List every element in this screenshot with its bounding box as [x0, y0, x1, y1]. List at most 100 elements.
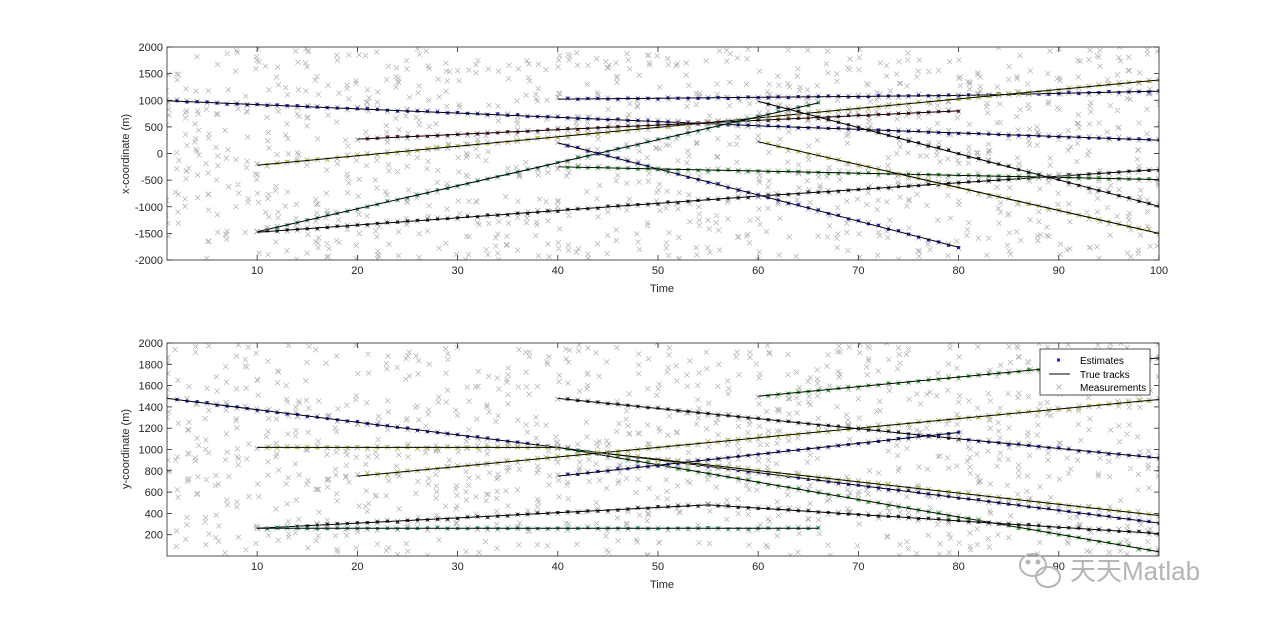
bottom-estimate-point	[756, 507, 760, 511]
top-estimate-point	[917, 100, 920, 104]
top-estimate-point	[907, 175, 910, 179]
bottom-estimate-point	[285, 412, 289, 416]
bottom-estimate-point	[836, 512, 840, 516]
top-estimate-point	[786, 114, 790, 118]
top-estimate-point	[516, 130, 520, 134]
bottom-estimate-point	[646, 457, 650, 461]
bottom-ytick-label: 600	[145, 487, 163, 499]
top-estimate-point	[1097, 176, 1101, 180]
top-estimate-point	[726, 97, 730, 100]
bottom-estimate-point	[907, 506, 910, 510]
bottom-estimate-point	[325, 522, 329, 526]
bottom-estimate-point	[726, 438, 730, 442]
bottom-estimate-point	[816, 526, 820, 530]
top-estimate-point	[836, 126, 840, 130]
top-xtick-label: 50	[652, 265, 664, 277]
bottom-estimate-point	[897, 437, 900, 440]
legend-estimates-label: Estimates	[1080, 356, 1124, 367]
bottom-estimate-point	[716, 413, 720, 417]
bottom-estimate-point	[836, 424, 840, 428]
bottom-axes: y-coordinate (m) Time 10 20 30 40 50 60 70 80 90…	[120, 338, 1160, 591]
bottom-estimate-point	[1047, 409, 1051, 412]
top-estimate-point	[656, 202, 660, 206]
bottom-estimate-point	[205, 401, 209, 405]
top-estimate-point	[706, 197, 710, 201]
top-estimate-point	[947, 148, 951, 152]
bottom-estimate-point	[1107, 514, 1111, 518]
top-estimate-point	[616, 156, 620, 160]
top-estimate-point	[225, 102, 229, 106]
top-estimate-point	[756, 114, 760, 118]
top-estimate-point	[666, 136, 670, 140]
bottom-estimate-point	[486, 515, 490, 519]
top-estimate-point	[1127, 196, 1131, 200]
top-estimate-point	[1157, 169, 1159, 172]
bottom-xtick-label: 10	[251, 561, 263, 573]
top-ylabel: x-coordinate (m)	[120, 114, 132, 194]
bottom-estimate-point	[656, 505, 660, 508]
top-estimate-point	[876, 223, 880, 227]
bottom-estimate-point	[746, 478, 750, 482]
top-estimate-point	[947, 243, 951, 247]
bottom-xtick-label: 60	[752, 561, 764, 573]
bottom-estimate-point	[786, 448, 790, 452]
top-estimate-point	[1157, 79, 1159, 83]
top-estimate-point	[1107, 177, 1111, 181]
bottom-estimate-point	[656, 464, 660, 468]
top-estimate-point	[456, 110, 460, 114]
top-estimate-point	[826, 172, 830, 176]
top-ytick-label: 500	[145, 122, 163, 134]
bottom-estimate-point	[1017, 410, 1021, 414]
top-estimate-point	[816, 208, 820, 212]
top-estimate-point	[436, 146, 439, 149]
top-xtick-label: 70	[852, 265, 864, 277]
top-estimate-point	[1107, 219, 1111, 223]
top-estimate-point	[1107, 191, 1111, 194]
top-estimate-point	[1007, 197, 1011, 200]
top-estimate-point	[385, 135, 389, 139]
top-estimate-point	[816, 125, 820, 129]
bottom-estimate-point	[486, 445, 490, 449]
bottom-estimate-point	[656, 458, 660, 462]
watermark: 天天Matlab	[1019, 553, 1200, 588]
bottom-estimate-point	[796, 487, 800, 491]
top-estimate-point	[1107, 89, 1111, 93]
top-estimate-point	[776, 109, 780, 113]
bottom-estimate-point	[355, 420, 359, 423]
top-estimate-point	[977, 191, 981, 195]
top-estimate-point	[576, 146, 580, 149]
top-estimate-point	[285, 160, 289, 163]
top-estimate-point	[275, 226, 279, 230]
bottom-estimate-point	[1077, 449, 1081, 453]
bottom-estimate-point	[406, 469, 409, 473]
bottom-estimate-point	[586, 450, 590, 454]
top-estimate-point	[556, 135, 560, 139]
top-estimate-point	[776, 106, 780, 109]
top-estimate-point	[967, 155, 971, 159]
bottom-estimate-point	[696, 504, 700, 508]
top-true-track	[557, 142, 959, 248]
bottom-estimate-point	[446, 517, 450, 521]
bottom-estimate-point	[195, 400, 199, 404]
top-estimate-point	[275, 103, 279, 107]
top-estimate-point	[616, 117, 620, 121]
top-plot-area	[167, 47, 1159, 260]
legend-measurements-marker	[1056, 384, 1062, 390]
top-estimate-point	[1077, 92, 1081, 96]
bottom-estimate-point	[957, 516, 961, 520]
top-estimate-point	[876, 94, 880, 98]
bottom-estimate-point	[1037, 528, 1041, 532]
top-estimate-point	[856, 163, 860, 167]
bottom-estimate-point	[826, 430, 830, 434]
top-estimate-point	[1067, 211, 1071, 215]
bottom-estimate-point	[897, 485, 900, 489]
bottom-estimate-point	[706, 440, 710, 444]
bottom-xtick-label: 20	[351, 561, 363, 573]
top-estimate-point	[927, 238, 930, 242]
bottom-estimate-point	[887, 503, 890, 507]
bottom-ylabel: y-coordinate (m)	[120, 409, 132, 489]
top-estimate-point	[826, 190, 830, 194]
bottom-estimate-point	[947, 514, 951, 518]
top-estimate-point	[866, 95, 870, 99]
